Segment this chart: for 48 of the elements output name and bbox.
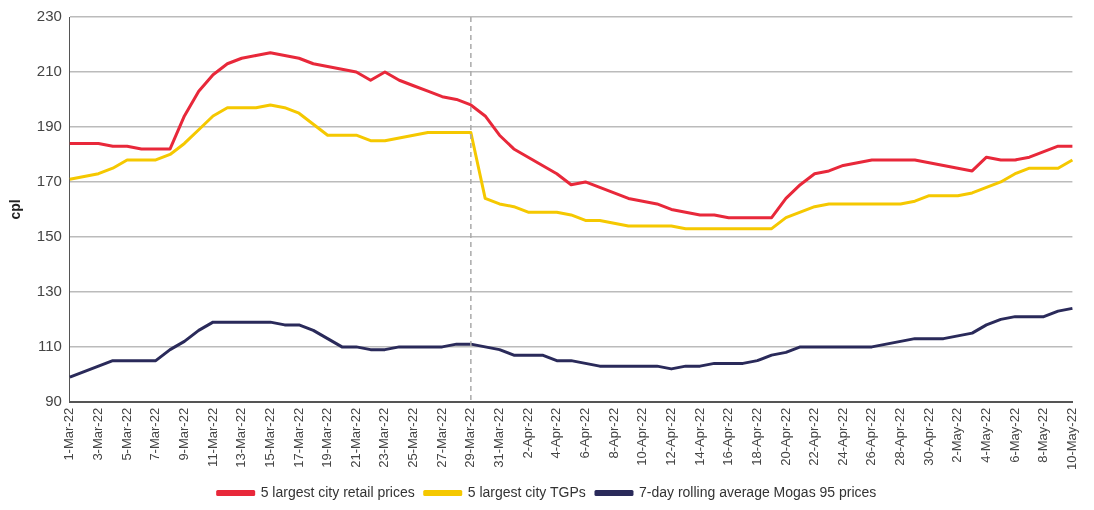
x-tick-label: 31-Mar-22	[491, 407, 507, 468]
legend-label: 7-day rolling average Mogas 95 prices	[638, 483, 877, 500]
x-tick-label: 2-May-22	[949, 407, 965, 463]
x-tick-label: 10-May-22	[1063, 407, 1079, 470]
x-tick-label: 18-Apr-22	[748, 407, 764, 466]
x-tick-label: 4-Apr-22	[548, 407, 564, 459]
y-tick-label: 190	[36, 117, 62, 135]
x-tick-label: 7-Mar-22	[147, 407, 163, 461]
x-tick-label: 12-Apr-22	[662, 407, 678, 466]
x-tick-label: 16-Apr-22	[720, 407, 736, 466]
x-tick-label: 28-Apr-22	[892, 407, 908, 466]
y-tick-label: 230	[36, 7, 62, 25]
y-tick-label: 150	[36, 227, 62, 245]
y-tick-label: 110	[37, 337, 62, 355]
legend-label: 5 largest city TGPs	[467, 483, 586, 500]
x-tick-label: 2-Apr-22	[519, 407, 535, 459]
x-tick-label: 13-Mar-22	[233, 407, 249, 468]
x-tick-label: 15-Mar-22	[261, 407, 277, 468]
y-tick-label: 210	[36, 62, 62, 80]
x-tick-label: 10-Apr-22	[634, 407, 650, 466]
x-tick-label: 19-Mar-22	[319, 407, 335, 468]
y-tick-label: 90	[45, 392, 62, 409]
y-tick-label: 130	[36, 282, 62, 300]
x-tick-label: 29-Mar-22	[462, 407, 478, 468]
x-tick-label: 26-Apr-22	[863, 407, 879, 466]
x-tick-label: 5-Mar-22	[118, 407, 134, 461]
x-tick-label: 11-Mar-22	[204, 407, 220, 467]
x-tick-label: 27-Mar-22	[433, 407, 449, 468]
x-tick-label: 9-Mar-22	[175, 407, 191, 461]
x-tick-label: 23-Mar-22	[376, 407, 392, 468]
x-tick-label: 17-Mar-22	[290, 407, 306, 468]
x-tick-label: 1-Mar-22	[61, 407, 77, 461]
x-tick-label: 22-Apr-22	[806, 407, 822, 466]
y-tick-label: 170	[36, 172, 62, 190]
x-tick-label: 8-May-22	[1035, 407, 1051, 463]
x-tick-label: 6-May-22	[1006, 407, 1022, 463]
y-axis-title: cpl	[7, 199, 24, 220]
x-tick-label: 20-Apr-22	[777, 407, 793, 466]
x-tick-label: 30-Apr-22	[920, 407, 936, 466]
legend-label: 5 largest city retail prices	[260, 483, 415, 500]
x-tick-label: 21-Mar-22	[347, 407, 363, 468]
x-tick-label: 24-Apr-22	[834, 407, 850, 466]
x-tick-label: 3-Mar-22	[90, 407, 106, 461]
x-tick-label: 8-Apr-22	[605, 407, 621, 459]
x-tick-label: 6-Apr-22	[577, 407, 593, 459]
x-tick-label: 25-Mar-22	[405, 407, 421, 468]
x-tick-label: 4-May-22	[978, 407, 994, 463]
x-tick-label: 14-Apr-22	[691, 407, 707, 466]
